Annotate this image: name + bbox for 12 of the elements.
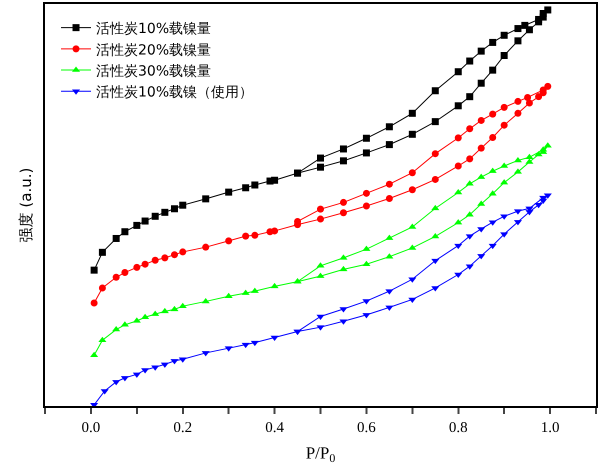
x-tick-label: 0.2 (173, 420, 192, 436)
x-tick-label: 0.0 (82, 420, 100, 436)
x-tick-label: 1.0 (540, 420, 560, 436)
x-tick-label: 0.8 (448, 420, 468, 436)
x-tick-label: 0.4 (265, 420, 284, 436)
x-axis-title: P/P$_{0}$ (306, 444, 336, 466)
legend-label: 活性炭20%载镍量 (96, 42, 212, 58)
y-axis-title: 强度 (a.u.) (17, 168, 35, 242)
legend-label: 活性炭30%载镍量 (96, 64, 212, 80)
legend-label: 活性炭10%载镍（使用） (96, 84, 254, 101)
legend-label: 活性炭10%载镍量 (96, 21, 212, 38)
x-tick-label: 0.6 (357, 420, 376, 436)
